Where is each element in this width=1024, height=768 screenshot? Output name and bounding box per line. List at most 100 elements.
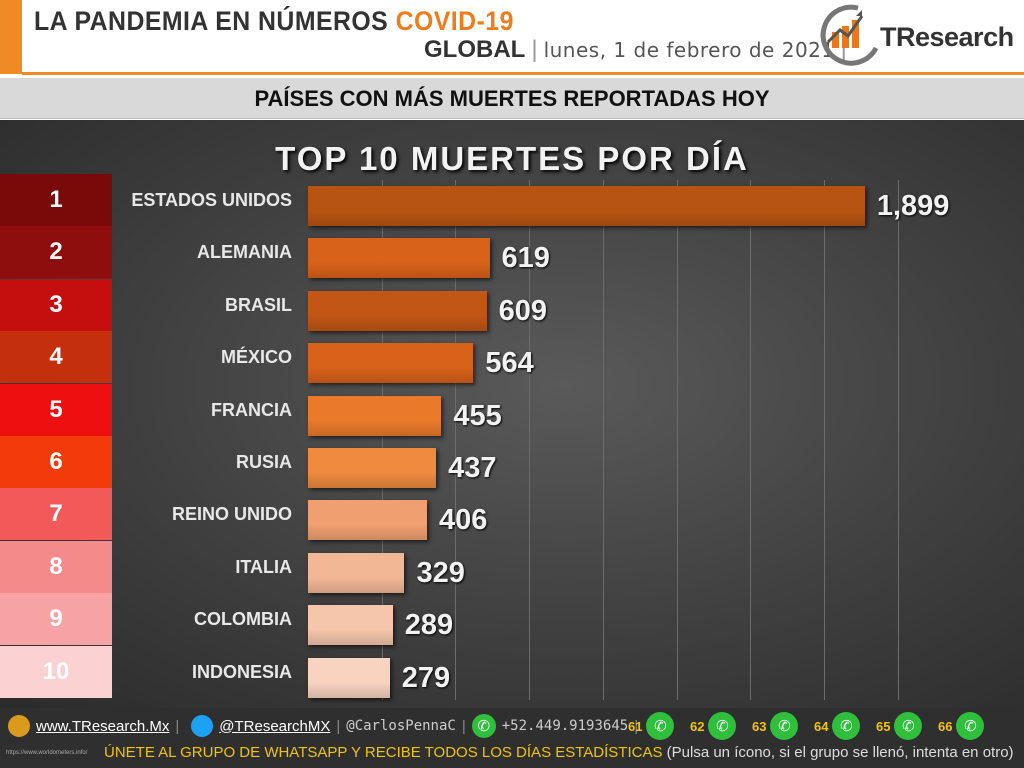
footer: www.TResearch.Mx | @TResearchMX | @Carlo…: [0, 708, 1024, 768]
gridline: [676, 180, 678, 700]
separator: |: [336, 717, 341, 735]
whatsapp-icon[interactable]: ✆: [646, 712, 675, 740]
rank-cell: 1: [0, 174, 112, 226]
rank-cell: 8: [0, 540, 112, 593]
rank-cell: 7: [0, 488, 112, 541]
header-accent: [0, 0, 22, 74]
twitter-icon[interactable]: [191, 715, 214, 737]
subtitle: GLOBAL | lunes, 1 de febrero de 2021 |: [424, 36, 853, 64]
separator: |: [634, 717, 639, 735]
gridline: [824, 180, 825, 700]
header: LA PANDEMIA EN NÚMEROS COVID-19 GLOBAL | l…: [0, 0, 1024, 75]
cta-note: (Pulsa un ícono, si el grupo se llenó, i…: [666, 744, 1014, 761]
phone-number[interactable]: +52.449.9193645: [501, 718, 629, 734]
gridline: [750, 180, 752, 700]
rank-cell: 6: [0, 436, 112, 488]
logo-text: TResearch: [880, 22, 1014, 52]
country-label: ALEMANIA: [197, 242, 292, 263]
country-label: ESTADOS UNIDOS: [131, 190, 292, 210]
whatsapp-icon[interactable]: ✆: [894, 712, 923, 740]
country-label: INDONESIA: [191, 661, 292, 682]
bar: [308, 395, 442, 436]
rank-cell: 3: [0, 278, 112, 331]
author-handle[interactable]: @CarlosPennaC: [346, 718, 456, 734]
twitter-handle[interactable]: @TResearchMX: [219, 717, 331, 735]
value-label: 329: [416, 556, 465, 589]
bar: [308, 500, 428, 541]
page-title: LA PANDEMIA EN NÚMEROS COVID-19: [34, 6, 514, 37]
rank-cell: 2: [0, 226, 112, 279]
value-label: 437: [448, 452, 497, 484]
whatsapp-icon[interactable]: ✆: [832, 712, 861, 740]
value-label: 406: [439, 504, 488, 537]
separator: |: [840, 36, 847, 63]
gridline: [529, 180, 531, 700]
value-label: 455: [453, 399, 502, 432]
country-label: MÉXICO: [220, 347, 292, 368]
bar: [308, 448, 437, 488]
title-covid: COVID-19: [395, 6, 514, 36]
globe-icon: [8, 715, 30, 737]
group-number: 61: [628, 718, 643, 734]
whatsapp-group-button[interactable]: 63 ✆: [752, 712, 799, 740]
whatsapp-icon[interactable]: ✆: [770, 712, 799, 740]
rank-cell: 10: [0, 645, 112, 698]
cta-text: ÚNETE AL GRUPO DE WHATSAPP Y RECIBE TODO…: [104, 744, 663, 761]
country-label: REINO UNIDO: [171, 504, 292, 525]
value-label: 564: [485, 347, 534, 380]
whatsapp-group-button[interactable]: 66 ✆: [938, 712, 985, 740]
value-label: 279: [401, 661, 451, 694]
bar: [308, 186, 865, 226]
group-number: 65: [876, 718, 891, 734]
value-label: 289: [404, 609, 454, 642]
whatsapp-icon[interactable]: ✆: [708, 712, 737, 740]
section-band: PAÍSES CON MÁS MUERTES REPORTADAS HOY: [0, 78, 1024, 119]
bar: [308, 290, 487, 331]
chart-title: TOP 10 MUERTES POR DÍA: [275, 140, 749, 177]
whatsapp-group-button[interactable]: 62 ✆: [690, 712, 737, 740]
country-label: FRANCIA: [211, 399, 292, 420]
section-title: PAÍSES CON MÁS MUERTES REPORTADAS HOY: [254, 86, 770, 111]
separator: |: [175, 717, 180, 735]
group-number: 64: [814, 718, 829, 734]
whatsapp-group-button[interactable]: 61 ✆: [628, 712, 675, 740]
bar: [308, 238, 490, 279]
country-label: RUSIA: [235, 452, 292, 472]
bar: [308, 343, 474, 384]
value-label: 1,899: [876, 190, 950, 222]
bar: [308, 552, 405, 593]
group-number: 62: [690, 718, 705, 734]
country-label: COLOMBIA: [194, 609, 292, 630]
rank-cell: 5: [0, 383, 112, 436]
whatsapp-group-button[interactable]: 64 ✆: [814, 712, 861, 740]
group-number: 66: [938, 718, 953, 734]
whatsapp-group-button[interactable]: 65 ✆: [876, 712, 923, 740]
gridline: [897, 180, 899, 700]
whatsapp-icon[interactable]: ✆: [956, 712, 985, 740]
separator: |: [461, 717, 466, 735]
chart: TOP 10 MUERTES POR DÍA 1 ESTADOS UNIDOS 1,…: [0, 120, 1024, 708]
date-label: lunes, 1 de febrero de 2021: [543, 38, 835, 62]
whatsapp-icon[interactable]: ✆: [471, 714, 496, 738]
tresearch-logo[interactable]: TResearch: [818, 2, 1024, 70]
country-label: BRASIL: [225, 294, 292, 315]
value-label: 619: [501, 242, 550, 275]
gridline: [381, 180, 383, 700]
scope-label: GLOBAL: [424, 36, 526, 63]
header-divider: [22, 72, 1024, 75]
separator: |: [531, 36, 538, 63]
country-label: ITALIA: [235, 556, 292, 577]
whatsapp-cta: ÚNETE AL GRUPO DE WHATSAPP Y RECIBE TODO…: [104, 744, 1014, 761]
gridline: [455, 180, 457, 700]
rank-cell: 9: [0, 593, 112, 646]
bar: [308, 605, 393, 646]
gridline: [602, 180, 604, 700]
footer-links: www.TResearch.Mx | @TResearchMX | @Carlo…: [8, 712, 644, 740]
title-text: LA PANDEMIA EN NÚMEROS: [34, 6, 389, 36]
rank-cell: 4: [0, 331, 112, 384]
source-url[interactable]: https://www.worldometers.info/: [6, 750, 88, 756]
logo-mark-icon: [820, 4, 879, 66]
group-number: 63: [752, 718, 767, 734]
website-link[interactable]: www.TResearch.Mx: [36, 717, 170, 735]
value-label: 609: [498, 294, 547, 327]
